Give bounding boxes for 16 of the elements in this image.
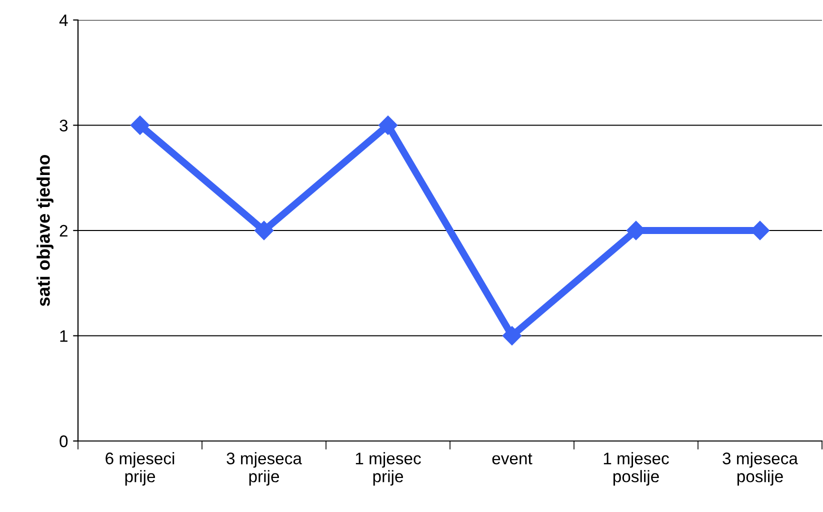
x-tick-label: event — [492, 453, 532, 464]
point — [130, 116, 150, 135]
y-axis-title: sati objave tjedno — [36, 154, 54, 306]
x-tick-label: 3 mjeseca poslije — [722, 452, 798, 486]
x-tick-label: 1 mjesec prije — [356, 452, 421, 486]
y-tick-label: 0 — [60, 435, 68, 448]
y-tick-label: 4 — [59, 14, 68, 26]
y-tick-label: 3 — [60, 120, 68, 132]
point — [378, 116, 398, 135]
x-tick-label: 1 mjesec poslije — [604, 452, 669, 486]
point — [502, 326, 522, 346]
x-tick-label: 3 mjeseca prije — [226, 452, 302, 486]
x-tick-label: 6 mjeseci prije — [106, 452, 174, 486]
point — [254, 220, 274, 240]
y-tick-label: 2 — [60, 224, 68, 237]
y-tick-label: 1 — [60, 330, 68, 342]
